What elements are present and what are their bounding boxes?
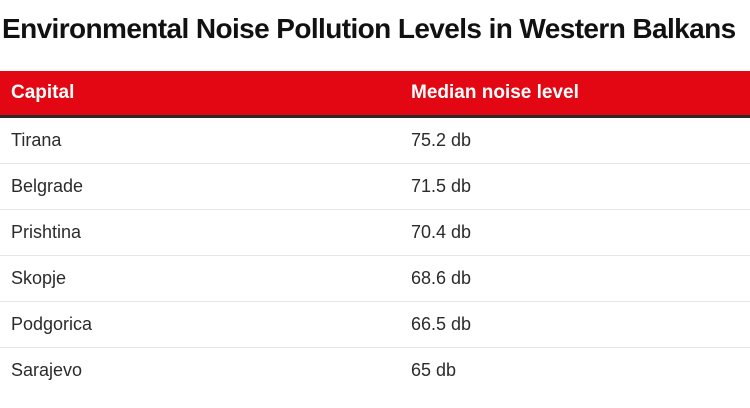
cell-median-noise-level: 75.2 db — [411, 130, 472, 150]
table-row: Sarajevo 65 db — [0, 348, 750, 393]
cell-median-noise-level: 71.5 db — [411, 176, 472, 196]
column-header-capital: Capital — [11, 82, 75, 103]
table-body: Tirana 75.2 db Belgrade 71.5 db Prishtina 70.… — [0, 118, 750, 393]
table-row: Podgorica 66.5 db — [0, 302, 750, 348]
cell-capital: Skopje — [11, 268, 67, 288]
cell-median-noise-level: 65 db — [411, 360, 457, 380]
cell-capital: Podgorica — [11, 314, 93, 334]
cell-capital: Prishtina — [11, 222, 82, 242]
table-row: Skopje 68.6 db — [0, 256, 750, 302]
cell-capital: Tirana — [11, 130, 62, 150]
chart-title: Environmental Noise Pollution Levels in … — [2, 13, 736, 44]
noise-table: Capital Median noise level Tirana 75.2 db… — [0, 71, 750, 393]
column-header-median-noise-level: Median noise level — [411, 82, 579, 103]
cell-median-noise-level: 70.4 db — [411, 222, 472, 242]
table-row: Tirana 75.2 db — [0, 118, 750, 164]
cell-median-noise-level: 68.6 db — [411, 268, 472, 288]
cell-median-noise-level: 66.5 db — [411, 314, 472, 334]
table-row: Prishtina 70.4 db — [0, 210, 750, 256]
cell-capital: Belgrade — [11, 176, 84, 196]
table-header: Capital Median noise level — [0, 71, 750, 118]
table-row: Belgrade 71.5 db — [0, 164, 750, 210]
cell-capital: Sarajevo — [11, 360, 83, 380]
